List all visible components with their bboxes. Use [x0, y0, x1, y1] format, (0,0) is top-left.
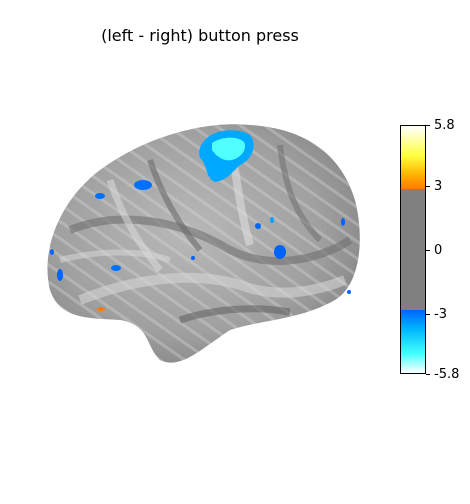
colorbar-tick-label: 5.8 [434, 118, 455, 133]
colorbar-tick [426, 186, 430, 187]
plot-title: (left - right) button press [101, 26, 299, 45]
activation-cluster-positive [97, 307, 105, 311]
colorbar-tick [426, 125, 430, 126]
colorbar-tick-label: -3 [434, 307, 447, 322]
colorbar-tick [426, 314, 430, 315]
colorbar-tick-label: 3 [434, 179, 443, 194]
colorbar-tick [426, 250, 430, 251]
colorbar-tick [426, 374, 430, 375]
colorbar-tick-label: 0 [434, 243, 443, 258]
colorbar [400, 125, 426, 374]
activation-clusters [50, 130, 351, 311]
colorbar-tick-label: -5.8 [434, 367, 460, 382]
